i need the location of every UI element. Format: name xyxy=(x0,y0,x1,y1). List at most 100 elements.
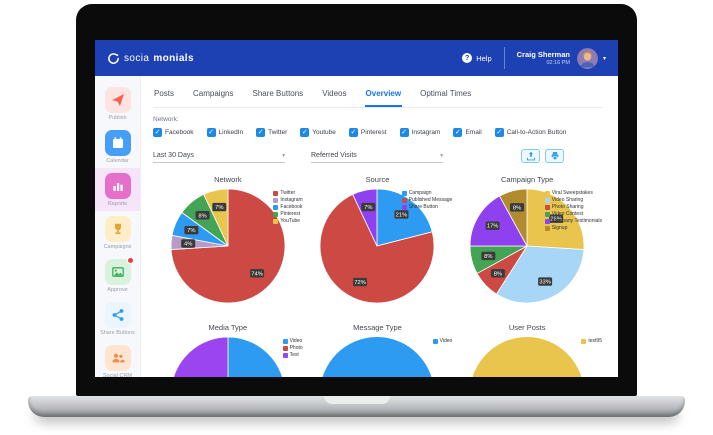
network-checkbox-call-to-action-button[interactable]: ✓ Call-to-Action Button xyxy=(494,128,567,137)
slice-percent-label: 8% xyxy=(510,203,525,212)
sidebar-item-approve[interactable]: Approve xyxy=(95,254,140,297)
legend-swatch xyxy=(544,190,550,196)
legend-swatch xyxy=(581,338,587,344)
help-label: Help xyxy=(476,53,492,63)
chart-legend: Video xyxy=(432,338,452,345)
chart-message-type: Message Type Video xyxy=(303,323,452,377)
slice-percent-label: 7% xyxy=(184,225,199,235)
legend-swatch xyxy=(401,197,407,203)
network-checkbox-youtube[interactable]: ✓ Youtube xyxy=(300,128,336,137)
chart-title: User Posts xyxy=(508,323,546,332)
network-checkbox-linkedin[interactable]: ✓ LinkedIn xyxy=(206,128,243,137)
tab-bar: Posts Campaigns Share Buttons Videos Overvie… xyxy=(153,86,602,108)
slice-percent-label: 21% xyxy=(394,210,409,219)
tab-optimal-times[interactable]: Optimal Times xyxy=(420,89,472,98)
legend-label: Video Sharing xyxy=(551,197,584,203)
legend-item: Video xyxy=(282,338,303,344)
network-checkbox-twitter[interactable]: ✓ Twitter xyxy=(256,128,287,137)
legend-label: Published Message xyxy=(408,197,453,203)
print-button[interactable] xyxy=(545,149,564,163)
legend-label: Company Testimonials xyxy=(551,218,602,224)
tab-posts[interactable]: Posts xyxy=(154,89,175,98)
legend-label: Photo xyxy=(289,345,303,351)
legend-item: Twitter xyxy=(273,190,302,196)
sidebar-item-reports[interactable]: Reports xyxy=(95,168,140,211)
sidebar-item-campaigns[interactable]: Campaigns xyxy=(95,211,140,254)
sidebar: Publish Calendar Reports Campaigns Approve Sh… xyxy=(95,76,141,377)
svg-text:8%: 8% xyxy=(494,271,502,277)
legend-swatch xyxy=(401,204,407,210)
tab-videos[interactable]: Videos xyxy=(322,89,347,98)
date-range-select[interactable]: Last 30 Days ▾ xyxy=(153,152,285,163)
legend-item: Video xyxy=(432,338,452,344)
sidebar-item-publish[interactable]: Publish xyxy=(95,82,140,125)
pie-slice xyxy=(323,337,432,377)
legend-label: Video Contest xyxy=(551,211,584,217)
pie-slice xyxy=(320,193,435,304)
legend-label: Viral Sweepstakes xyxy=(551,190,593,196)
checkbox-label: Instagram xyxy=(411,129,441,136)
legend-swatch xyxy=(544,204,550,210)
network-checkbox-instagram[interactable]: ✓ Instagram xyxy=(399,128,441,137)
pie-slice xyxy=(227,336,283,377)
legend-item: Viral Sweepstakes xyxy=(544,190,602,196)
slice-percent-label: 8% xyxy=(481,251,496,261)
svg-text:33%: 33% xyxy=(539,280,551,286)
svg-text:4%: 4% xyxy=(184,241,192,247)
tab-campaigns[interactable]: Campaigns xyxy=(193,89,234,98)
legend-item: Text xyxy=(282,352,303,358)
app-logo[interactable]: socia monials xyxy=(107,52,194,65)
sidebar-item-calendar[interactable]: Calendar xyxy=(95,125,140,168)
sidebar-item-social-crm[interactable]: Social CRM xyxy=(95,340,140,377)
legend-swatch xyxy=(282,352,288,358)
tab-share-buttons[interactable]: Share Buttons xyxy=(252,89,304,98)
legend-item: Signup xyxy=(544,225,602,231)
legend-label: Campaign xyxy=(408,190,432,196)
legend-item: YouTube xyxy=(273,218,302,224)
logo-swirl-icon xyxy=(108,52,119,64)
legend-label: Instagram xyxy=(280,197,303,203)
legend-item: Share Button xyxy=(401,204,453,210)
report-type-select[interactable]: Referred Visits ▾ xyxy=(311,152,443,163)
help-button[interactable]: ? Help xyxy=(462,53,492,63)
network-checkbox-email[interactable]: ✓ Email xyxy=(453,128,482,137)
header-divider xyxy=(503,47,505,69)
user-menu-chevron-icon[interactable]: ▾ xyxy=(602,55,606,62)
slice-percent-label: 4% xyxy=(181,239,196,248)
chart-title: Media Type xyxy=(208,323,248,332)
paper-plane-icon xyxy=(104,87,131,113)
checkbox-checked-icon: ✓ xyxy=(494,128,504,137)
checkbox-checked-icon: ✓ xyxy=(206,128,216,137)
checkbox-label: Youtube xyxy=(312,129,336,136)
user-info: Craig Sherman 02:16 PM xyxy=(517,50,570,66)
sidebar-item-label: Campaigns xyxy=(103,244,132,250)
sidebar-item-share-buttons[interactable]: Share Buttons xyxy=(95,297,140,340)
pie-chart: 50%48% xyxy=(173,336,283,377)
export-button[interactable] xyxy=(521,149,540,163)
sidebar-item-label: Calendar xyxy=(106,158,129,164)
tab-overview[interactable]: Overview xyxy=(364,86,403,107)
network-checkbox-facebook[interactable]: ✓ Facebook xyxy=(153,128,194,137)
logo-text-1: socia xyxy=(124,52,150,64)
network-checkbox-pinterest[interactable]: ✓ Pinterest xyxy=(348,128,387,137)
svg-text:7%: 7% xyxy=(215,205,223,211)
legend-item: Photo Sharing xyxy=(544,204,602,210)
checkbox-label: Call-to-Action Button xyxy=(506,129,567,136)
checkbox-label: Twitter xyxy=(268,129,288,136)
report-type-value: Referred Visits xyxy=(311,152,357,159)
network-filter-label: Network: xyxy=(153,116,179,123)
filter-row: Last 30 Days ▾ Referred Visits ▾ xyxy=(153,149,602,163)
legend-label: Photo Sharing xyxy=(551,204,584,210)
checkbox-checked-icon: ✓ xyxy=(453,128,463,137)
svg-text:8%: 8% xyxy=(198,213,206,219)
avatar[interactable] xyxy=(576,47,598,69)
date-range-value: Last 30 Days xyxy=(153,152,194,159)
legend-swatch xyxy=(273,211,279,217)
chart-title: Source xyxy=(365,175,390,184)
sidebar-item-label: Publish xyxy=(108,115,127,121)
svg-text:72%: 72% xyxy=(355,280,367,286)
legend-item: Video Contest xyxy=(544,211,602,217)
chart-legend: Twitter Instagram Facebook Pinterest YouTube xyxy=(273,190,303,225)
checkbox-checked-icon: ✓ xyxy=(348,128,358,137)
dashboard-screen: socia monials ? Help Craig Sherman 02:16 … xyxy=(95,40,618,377)
